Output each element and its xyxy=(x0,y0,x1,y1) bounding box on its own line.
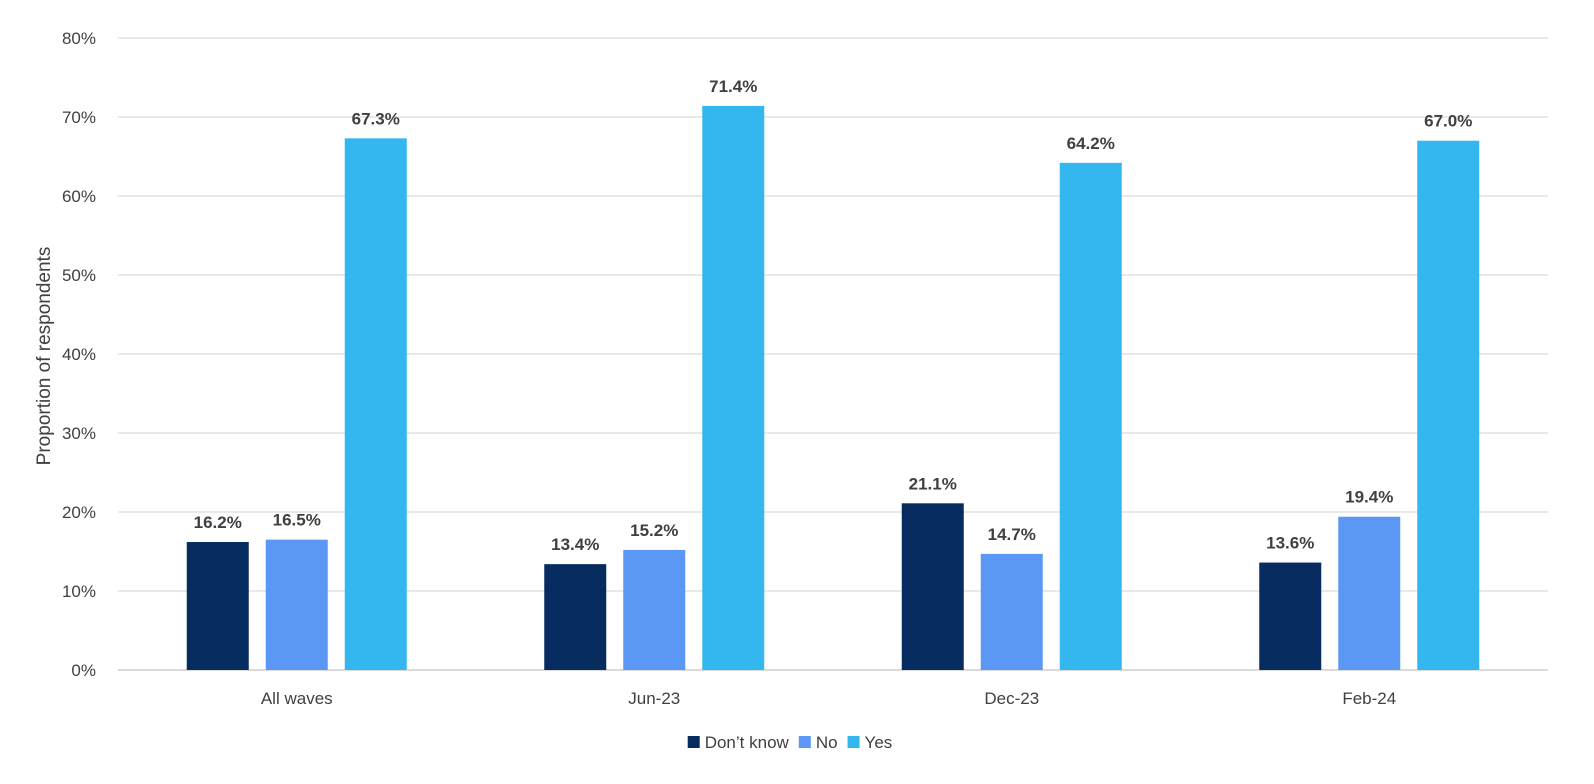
x-category-label: Feb-24 xyxy=(1342,689,1396,708)
y-tick-label: 70% xyxy=(62,108,96,127)
bar xyxy=(344,138,407,670)
y-tick-label: 20% xyxy=(62,503,96,522)
y-tick-label: 50% xyxy=(62,266,96,285)
legend-label: Yes xyxy=(865,733,893,752)
legend-label: No xyxy=(816,733,838,752)
data-label: 14.7% xyxy=(988,525,1036,544)
bar xyxy=(1259,562,1322,670)
bar xyxy=(901,503,964,670)
bar xyxy=(980,553,1043,670)
data-label: 16.2% xyxy=(194,513,242,532)
gridlines xyxy=(118,37,1548,671)
data-label: 64.2% xyxy=(1067,134,1115,153)
legend-label: Don’t know xyxy=(705,733,790,752)
y-axis-ticks: 0% 10% 20% 30% 40% 50% 60% 70% 80% xyxy=(62,29,96,680)
legend-swatch xyxy=(798,736,811,748)
data-label: 67.0% xyxy=(1424,112,1472,131)
bar xyxy=(1059,162,1122,670)
bar xyxy=(265,539,328,670)
y-tick-label: 30% xyxy=(62,424,96,443)
data-label: 21.1% xyxy=(909,474,957,493)
bars xyxy=(186,105,1480,670)
legend: Don’t know No Yes xyxy=(687,733,893,752)
x-category-label: All waves xyxy=(261,689,333,708)
bar xyxy=(1338,516,1401,670)
data-labels: 16.2% 16.5% 67.3% 13.4% 15.2% 71.4% 21.1% 14.7%… xyxy=(194,77,1473,554)
data-label: 13.6% xyxy=(1266,534,1314,553)
x-category-label: Jun-23 xyxy=(628,689,680,708)
bar xyxy=(544,564,607,670)
bar xyxy=(1417,140,1480,670)
y-tick-label: 60% xyxy=(62,187,96,206)
data-label: 15.2% xyxy=(630,521,678,540)
data-label: 13.4% xyxy=(551,535,599,554)
x-axis-categories: All waves Jun-23 Dec-23 Feb-24 xyxy=(261,689,1396,708)
data-label: 67.3% xyxy=(352,109,400,128)
legend-swatch xyxy=(847,736,860,748)
bar xyxy=(702,105,765,670)
data-label: 71.4% xyxy=(709,77,757,96)
bar xyxy=(186,542,249,670)
data-label: 19.4% xyxy=(1345,488,1393,507)
y-axis-title: Proportion of respondents xyxy=(34,247,55,466)
bar xyxy=(623,549,686,670)
y-tick-label: 40% xyxy=(62,345,96,364)
x-category-label: Dec-23 xyxy=(984,689,1039,708)
y-tick-label: 80% xyxy=(62,29,96,48)
legend-swatch xyxy=(687,736,700,748)
data-label: 16.5% xyxy=(273,511,321,530)
y-tick-label: 10% xyxy=(62,582,96,601)
y-tick-label: 0% xyxy=(71,661,96,680)
